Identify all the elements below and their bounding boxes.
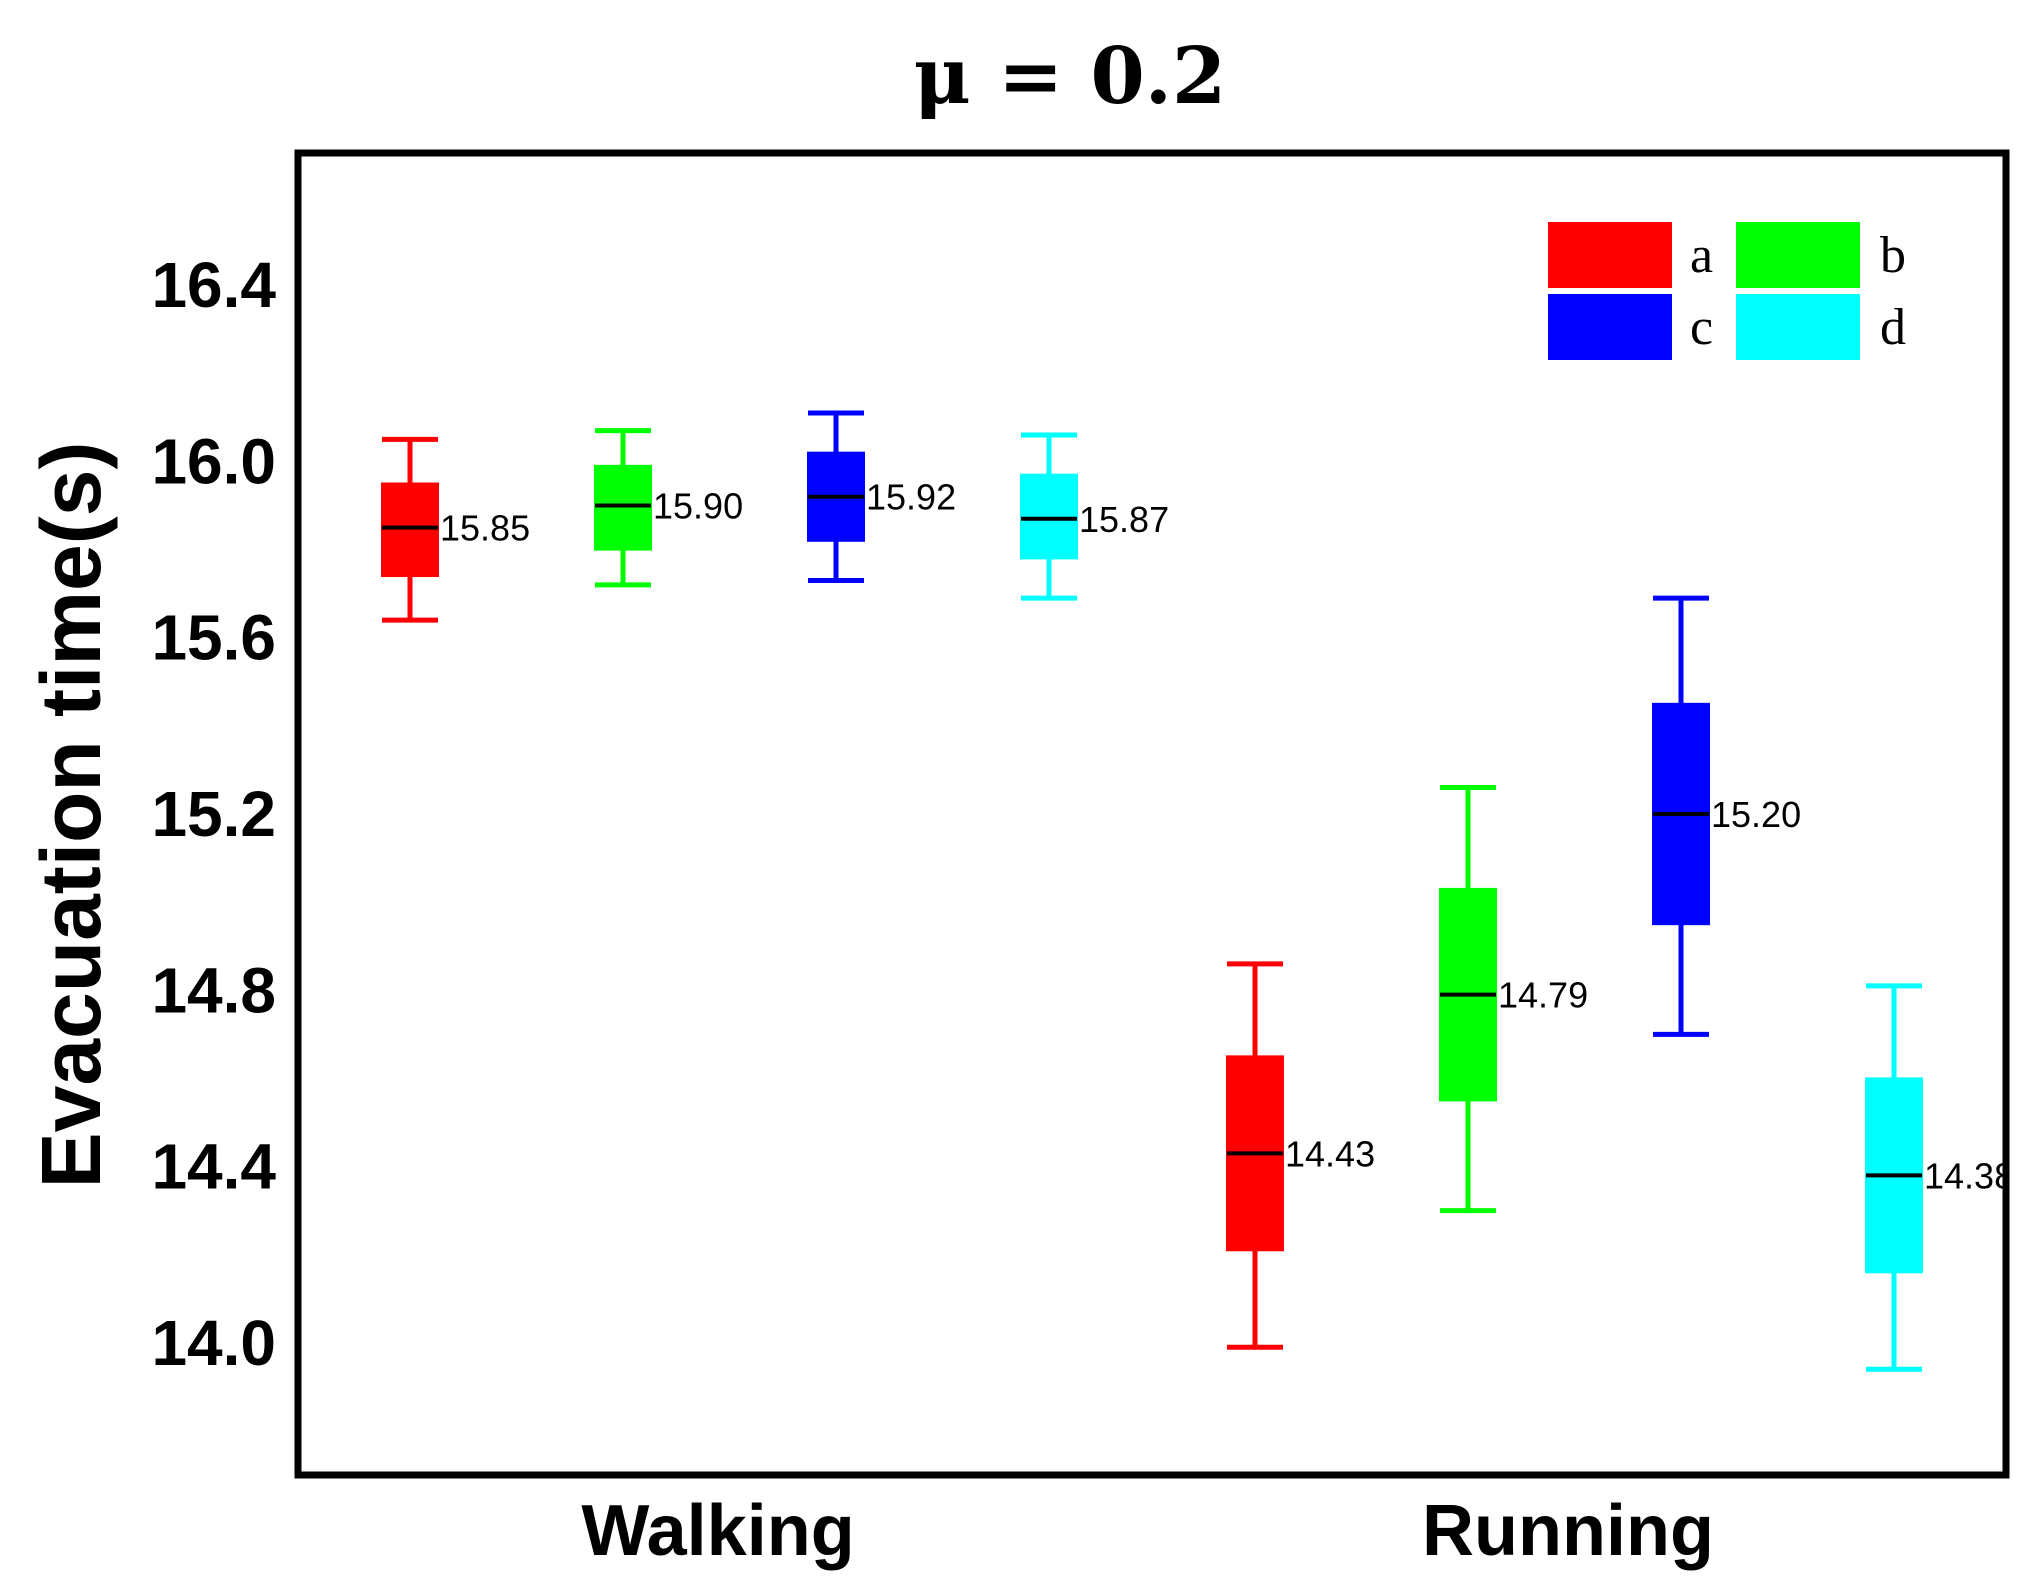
y-tick-label: 14.8 (151, 954, 276, 1026)
box-c-walking: 15.92 (807, 410, 956, 583)
box-b-running: 14.79 (1439, 785, 1588, 1214)
legend-entry-a: a (1548, 222, 1713, 288)
legend-entry-d: d (1736, 294, 1906, 360)
median-value-label: 15.85 (440, 508, 530, 549)
y-tick-label: 16.0 (151, 425, 276, 497)
x-axis-categories: Walking Running (581, 1491, 1714, 1571)
legend-label: c (1690, 299, 1713, 356)
legend-entry-c: c (1548, 294, 1713, 360)
box-body (381, 482, 439, 578)
y-tick-label: 15.2 (151, 778, 276, 850)
y-tick-label: 16.4 (151, 249, 276, 321)
legend-label: d (1880, 299, 1906, 356)
legend-label: b (1880, 227, 1906, 284)
box-a-walking: 15.85 (381, 436, 530, 623)
legend: a b c d (1548, 222, 1906, 360)
legend-swatch (1548, 222, 1672, 288)
y-axis-ticks: 14.0 14.4 14.8 15.2 15.6 16.0 16.4 (151, 249, 276, 1379)
x-category-label: Running (1422, 1491, 1714, 1571)
box-body (1020, 473, 1078, 560)
median-value-label: 14.79 (1498, 975, 1588, 1016)
chart-title: μ = 0.2 (914, 31, 1226, 122)
box-d-walking: 15.87 (1020, 432, 1169, 601)
y-tick-label: 15.6 (151, 602, 276, 674)
legend-label: a (1690, 227, 1713, 284)
legend-swatch (1736, 294, 1860, 360)
plot-frame (294, 149, 2010, 1479)
y-axis-label: Evacuation time(s) (24, 442, 118, 1189)
y-tick-label: 14.4 (151, 1131, 276, 1203)
box-body (594, 464, 652, 551)
box-d-running: 14.38 (1865, 983, 2014, 1372)
box-a-running: 14.43 (1226, 961, 1375, 1350)
legend-entry-b: b (1736, 222, 1906, 288)
box-series: 15.85 14.43 15.90 14.79 15.92 15.20 15.87 14.38 (381, 410, 2014, 1372)
median-value-label: 14.38 (1924, 1155, 2014, 1196)
median-value-label: 15.90 (653, 486, 743, 527)
box-b-walking: 15.90 (594, 428, 743, 588)
median-value-label: 15.87 (1079, 499, 1169, 540)
legend-swatch (1736, 222, 1860, 288)
box-c-running: 15.20 (1652, 595, 1801, 1037)
median-value-label: 15.92 (866, 477, 956, 518)
y-tick-label: 14.0 (151, 1307, 276, 1379)
median-value-label: 15.20 (1711, 794, 1801, 835)
x-category-label: Walking (581, 1491, 854, 1571)
median-value-label: 14.43 (1285, 1133, 1375, 1174)
legend-swatch (1548, 294, 1672, 360)
